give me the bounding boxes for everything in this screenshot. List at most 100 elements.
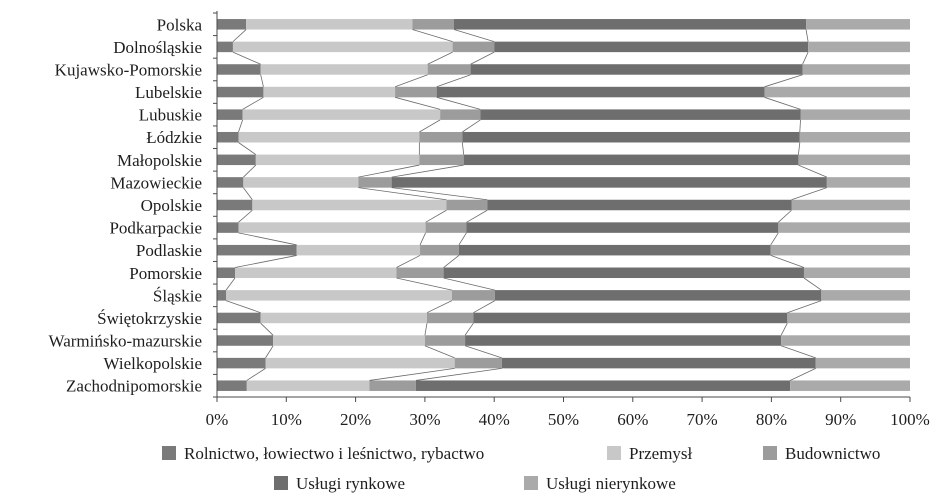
bar-podkarpackie-series-2: [238, 222, 426, 233]
bar-lubuskie-series-1: [217, 109, 243, 120]
bar-swietokrzyskie-series-2: [260, 312, 427, 324]
series-line-4-1: [805, 29, 809, 42]
series-line-3-5: [462, 119, 481, 133]
legend-label-5: Usługi nierynkowe: [546, 474, 676, 493]
series-line-4-16: [789, 368, 816, 381]
category-label-mazowieckie: Mazowieckie: [110, 173, 202, 192]
bar-kujawsko-pomorskie-series-2: [260, 64, 428, 75]
bar-opolskie-series-2: [252, 199, 447, 211]
bar-mazowieckie-series-2: [243, 177, 359, 188]
series-line-2-12: [396, 277, 453, 291]
bars-layer: [217, 19, 910, 391]
bar-malopolskie-series-3: [419, 154, 464, 166]
x-tick-label-3: 30%: [409, 410, 440, 429]
series-line-2-1: [412, 29, 453, 43]
bar-pomorskie-series-4: [443, 267, 804, 279]
series-line-4-7: [798, 164, 827, 178]
bar-slaskie-series-5: [821, 290, 910, 301]
series-line-1-2: [232, 51, 261, 65]
bar-zachodnipomorskie-series-3: [369, 380, 416, 391]
x-tick-label-7: 70%: [687, 410, 718, 429]
bar-wielkopolskie-series-1: [217, 357, 266, 369]
bar-warminsko-mazurskie-series-5: [781, 335, 910, 346]
legend-item-5: Usługi nierynkowe: [524, 474, 676, 493]
series-line-1-16: [246, 368, 266, 381]
category-label-lodzkie: Łódzkie: [146, 128, 202, 147]
series-line-4-4: [764, 96, 801, 110]
category-label-wielkopolskie: Wielkopolskie: [104, 354, 202, 373]
bar-lodzkie-series-2: [238, 131, 420, 143]
bar-wielkopolskie-series-5: [815, 357, 910, 369]
series-line-3-12: [443, 277, 495, 291]
series-line-1-11: [234, 255, 297, 268]
series-line-4-9: [778, 209, 792, 223]
bar-lubuskie-series-3: [440, 109, 481, 120]
series-line-1-3: [260, 74, 264, 87]
bar-opolskie-series-5: [791, 199, 910, 211]
series-line-2-9: [425, 209, 447, 223]
series-line-3-4: [436, 96, 481, 110]
bar-opolskie-series-3: [446, 199, 488, 211]
bar-slaskie-series-4: [494, 290, 822, 301]
legend-swatch-4: [274, 476, 288, 490]
category-label-zachodnipomorskie: Zachodnipomorskie: [66, 377, 202, 396]
series-line-3-6: [461, 142, 465, 155]
series-line-3-8: [391, 187, 488, 201]
category-label-kujawsko-pomorskie: Kujawsko-Pomorskie: [55, 60, 202, 79]
bar-malopolskie-series-5: [798, 154, 910, 166]
bar-lodzkie-series-1: [217, 131, 239, 143]
bar-polska-series-1: [217, 19, 247, 30]
bar-lubuskie-series-2: [242, 109, 441, 120]
series-line-3-11: [443, 255, 460, 268]
bar-lubelskie-series-4: [436, 86, 765, 98]
bar-dolnoslaskie-series-1: [217, 41, 233, 53]
legend-label-2: Przemysł: [629, 444, 693, 463]
legend-swatch-3: [763, 446, 777, 460]
series-line-3-7: [391, 164, 464, 178]
bar-kujawsko-pomorskie-series-5: [802, 64, 910, 75]
bar-lubuskie-series-5: [800, 109, 910, 120]
bar-warminsko-mazurskie-series-2: [273, 335, 425, 346]
bar-swietokrzyskie-series-1: [217, 312, 261, 324]
connector-lines-layer: [225, 29, 827, 381]
series-line-2-8: [358, 187, 447, 201]
series-line-4-2: [802, 51, 809, 65]
bar-zachodnipomorskie-series-4: [415, 380, 791, 391]
bar-podkarpackie-series-5: [778, 222, 910, 233]
bar-mazowieckie-series-5: [826, 177, 910, 188]
series-line-2-7: [358, 164, 420, 178]
series-line-2-3: [394, 74, 428, 88]
series-line-2-16: [369, 367, 455, 381]
bar-podlaskie-series-5: [770, 244, 910, 256]
series-line-1-5: [238, 119, 244, 133]
bar-swietokrzyskie-series-3: [426, 312, 474, 324]
bar-podlaskie-series-4: [458, 244, 771, 256]
series-line-4-12: [803, 277, 822, 291]
legend-swatch-1: [162, 446, 176, 460]
bar-kujawsko-pomorskie-series-1: [217, 64, 261, 75]
category-label-dolnoslaskie: Dolnośląskie: [113, 38, 202, 57]
bar-pomorskie-series-5: [803, 267, 910, 279]
bar-mazowieckie-series-1: [217, 177, 244, 188]
category-label-podkarpackie: Podkarpackie: [109, 219, 202, 238]
bar-slaskie-series-1: [217, 290, 227, 301]
series-line-2-14: [424, 323, 428, 336]
bar-polska-series-4: [454, 19, 807, 30]
x-tick-label-10: 100%: [890, 410, 930, 429]
series-line-3-9: [466, 209, 488, 223]
bar-lubelskie-series-5: [764, 86, 910, 98]
x-tick-label-4: 40%: [479, 410, 510, 429]
legend-item-1: Rolnictwo, łowiectwo i leśnictwo, rybact…: [162, 444, 484, 463]
category-label-pomorskie: Pomorskie: [129, 264, 202, 283]
bar-lodzkie-series-3: [419, 131, 463, 143]
bar-malopolskie-series-1: [217, 154, 256, 166]
bar-zachodnipomorskie-series-2: [246, 380, 370, 391]
series-line-3-2: [470, 51, 495, 65]
bar-dolnoslaskie-series-3: [452, 41, 495, 53]
category-label-opolskie: Opolskie: [141, 196, 202, 215]
bar-mazowieckie-series-4: [391, 177, 827, 188]
bar-warminsko-mazurskie-series-1: [217, 335, 274, 346]
bar-swietokrzyskie-series-4: [473, 312, 788, 324]
series-line-1-12: [225, 277, 236, 291]
